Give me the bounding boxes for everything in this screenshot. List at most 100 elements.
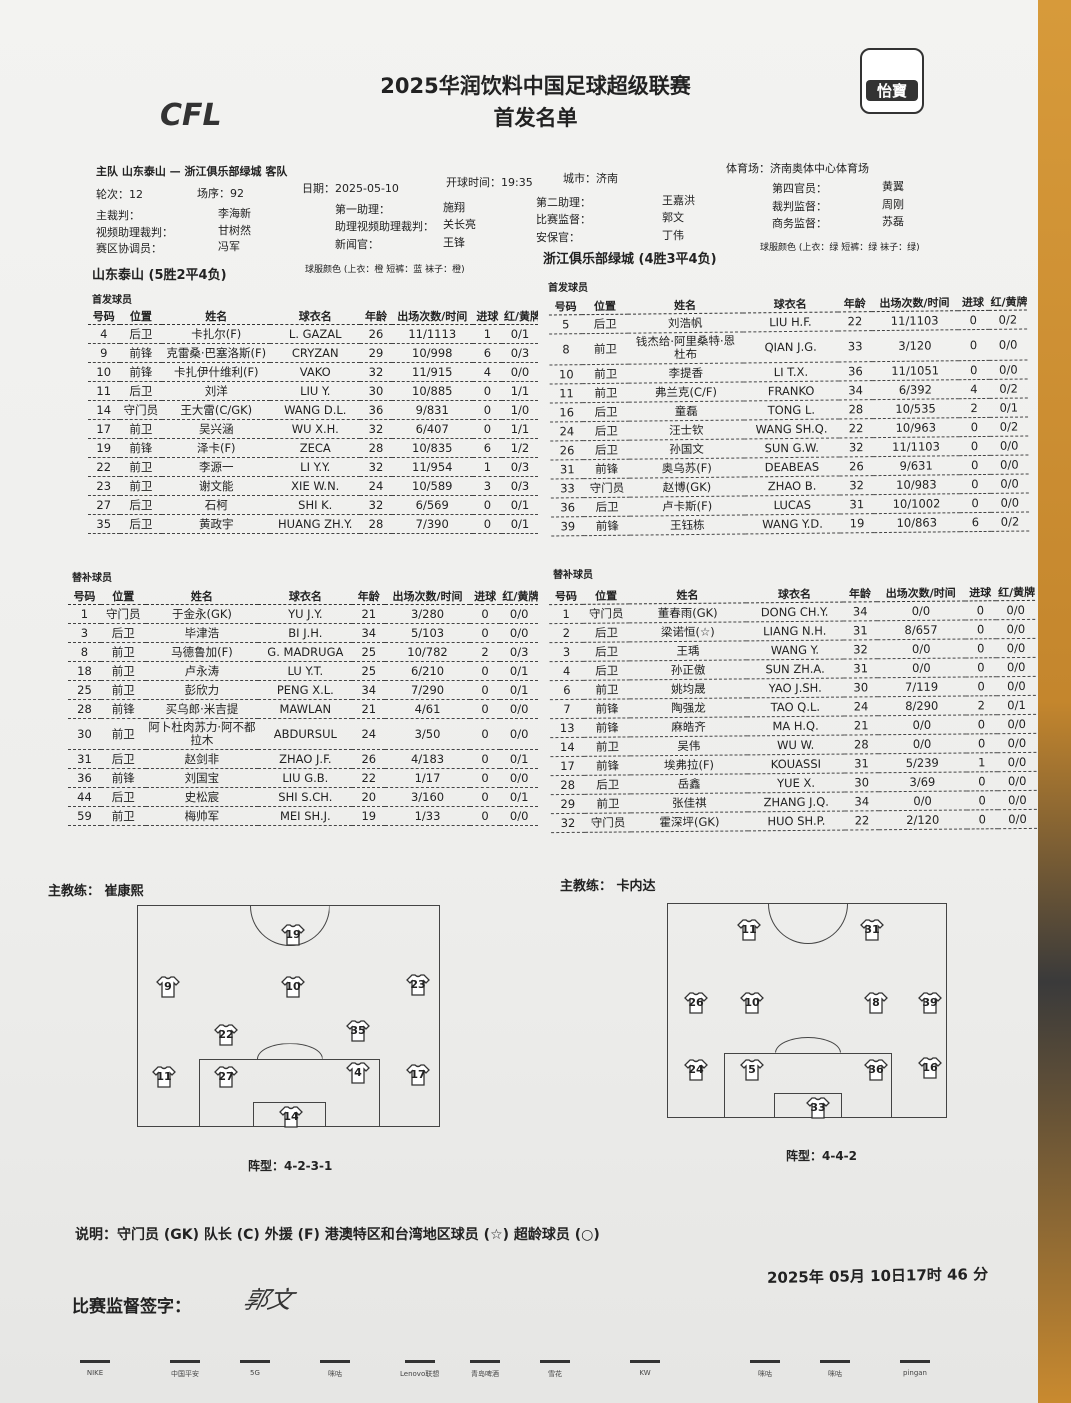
cell: 26 — [352, 749, 386, 769]
cell: 0/0 — [989, 435, 1029, 456]
sponsor-logo: 咪咕 — [750, 1360, 780, 1390]
player-shirt: 27 — [214, 1066, 238, 1088]
cell: YUE X. — [747, 773, 845, 793]
cell: 4 — [88, 324, 120, 344]
cell: 8/290 — [877, 695, 966, 716]
cell: 梁诺恒(☆) — [629, 621, 747, 642]
cell: 0/0 — [500, 768, 538, 788]
cell: 李源一 — [162, 457, 271, 477]
cell: 22 — [839, 418, 873, 438]
cell: 13 — [550, 718, 585, 738]
player-shirt: 35 — [346, 1020, 370, 1042]
cell: 0/1 — [996, 695, 1037, 715]
cell: ABDURSUL — [258, 718, 353, 750]
shirt-icon — [346, 1062, 370, 1084]
cell: 1/1 — [502, 381, 538, 401]
player-shirt: 19 — [281, 924, 305, 946]
sponsor-logo: 5G — [240, 1360, 270, 1390]
cell: 0/2 — [988, 310, 1028, 330]
player-shirt: 17 — [406, 1064, 430, 1086]
column-header: 年龄 — [842, 585, 878, 603]
goal-area — [253, 1101, 326, 1126]
cell: 毕津浩 — [145, 623, 259, 643]
kickoff-time: 开球时间：19:35 — [446, 176, 533, 189]
cell: 前卫 — [100, 680, 146, 700]
away-subs-label: 替补球员 — [553, 570, 593, 581]
cell: 前卫 — [119, 476, 163, 496]
cell: 0/1 — [502, 495, 538, 515]
table-header: 号码 位置 姓名 球衣名 年龄 出场次数/时间 进球 红/黄牌 — [88, 308, 538, 325]
cell: ZHAO J.F. — [258, 749, 353, 769]
photo-background-edge — [1038, 0, 1071, 1403]
table-row: 27 后卫 石柯 SHI K. 32 6/569 0 0/1 — [88, 495, 538, 515]
official-role: 主裁判： — [96, 209, 140, 222]
cell: 30 — [68, 718, 101, 750]
cell: 3/280 — [385, 604, 470, 624]
table-row: 32 守门员 霍深坪(GK) HUO SH.P. 22 2/120 0 0/0 — [550, 809, 1038, 833]
cell: 0 — [472, 400, 502, 420]
cell: 29 — [360, 343, 392, 363]
player-shirt: 11 — [737, 919, 761, 941]
cell: 前锋 — [119, 362, 163, 382]
column-header: 红/黄牌 — [500, 588, 538, 605]
cell: 0/1 — [502, 514, 538, 534]
cell: 买乌郎·米吉提 — [145, 699, 259, 719]
cell: LI T.X. — [743, 361, 839, 382]
cell: 0 — [469, 806, 501, 826]
cell: 0 — [469, 661, 501, 681]
penalty-area — [724, 1052, 892, 1117]
cell: 前卫 — [119, 457, 163, 477]
column-header: 红/黄牌 — [996, 583, 1036, 601]
table-row: 19 前锋 泽卡(F) ZECA 28 10/835 6 1/2 — [88, 438, 538, 458]
cell: 44 — [68, 787, 101, 807]
cell: 39 — [551, 516, 585, 536]
cell: 0/0 — [996, 657, 1036, 677]
official-name: 王锋 — [443, 236, 465, 249]
cell: 后卫 — [100, 749, 146, 769]
player-shirt: 36 — [864, 1059, 888, 1081]
table-row: 23 前卫 谢文能 XIE W.N. 24 10/589 3 0/3 — [88, 476, 538, 496]
cell: 25 — [352, 661, 386, 681]
cell: 谢文能 — [162, 476, 271, 496]
shirt-icon — [737, 919, 761, 941]
cell: 28 — [839, 399, 873, 419]
table-row: 28 前锋 买乌郎·米吉提 MAWLAN 21 4/61 0 0/0 — [68, 699, 538, 719]
cell: LI Y.Y. — [270, 457, 361, 477]
cell: 10/589 — [391, 476, 473, 496]
cell: 21 — [352, 604, 386, 624]
cell: 10/535 — [872, 398, 959, 419]
cell: 0 — [469, 699, 501, 719]
cell: G. MADRUGA — [258, 642, 353, 662]
home-kit-colors: 球服颜色 (上衣：橙 短裤：蓝 袜子：橙) — [305, 265, 465, 275]
cell: 9/831 — [391, 400, 473, 420]
shirt-icon — [156, 976, 180, 998]
cell: 后卫 — [583, 641, 630, 662]
player-shirt: 26 — [684, 992, 708, 1014]
player-shirt: 24 — [684, 1059, 708, 1081]
sponsor-logo: 咪咕 — [320, 1360, 350, 1390]
cell: 0/0 — [500, 806, 538, 826]
cell: 前锋 — [584, 755, 631, 776]
cell: 32 — [550, 813, 586, 833]
cell: 22 — [352, 768, 386, 788]
cell: 3/69 — [878, 771, 967, 792]
table-header: 号码 位置 姓名 球衣名 年龄 出场次数/时间 进球 红/黄牌 — [68, 588, 538, 605]
cell: 0/1 — [500, 680, 538, 700]
cell: 吴兴涵 — [162, 419, 271, 439]
cell: 32 — [360, 362, 392, 382]
cell: 0 — [469, 768, 501, 788]
shirt-icon — [281, 924, 305, 946]
player-shirt: 39 — [918, 992, 942, 1014]
table-row: 1 守门员 于金永(GK) YU J.Y. 21 3/280 0 0/0 — [68, 604, 538, 624]
cell: ZECA — [270, 438, 361, 458]
cell: 28 — [844, 734, 879, 755]
cell: 0 — [958, 417, 990, 437]
goal-area — [774, 1093, 842, 1117]
cell: 30 — [360, 381, 392, 401]
table-row: 9 前锋 克雷桑·巴塞洛斯(F) CRYZAN 29 10/998 6 0/3 — [88, 343, 538, 363]
cell: 守门员 — [584, 812, 632, 833]
cell: 22 — [844, 810, 880, 831]
cell: 0/0 — [997, 771, 1037, 791]
player-shirt: 14 — [279, 1106, 303, 1128]
home-starters-label: 首发球员 — [92, 295, 132, 306]
